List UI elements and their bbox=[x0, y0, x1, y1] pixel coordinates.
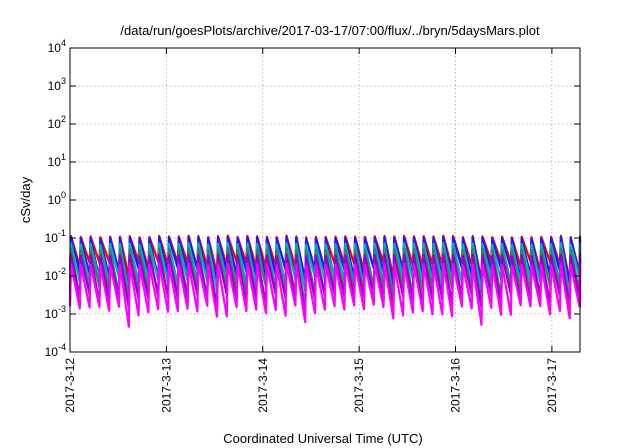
chart-title: /data/run/goesPlots/archive/2017-03-17/0… bbox=[120, 23, 540, 38]
x-tick-label: 2017-3-17 bbox=[545, 358, 559, 413]
y-tick-label: 101 bbox=[48, 152, 66, 169]
x-tick-label: 2017-3-15 bbox=[352, 358, 366, 413]
y-tick-label: 10-3 bbox=[45, 304, 66, 321]
x-tick-label: 2017-3-14 bbox=[256, 358, 270, 413]
series-line bbox=[68, 262, 582, 328]
y-axis-label: cSv/day bbox=[18, 176, 33, 223]
x-tick-label: 2017-3-12 bbox=[63, 358, 77, 413]
y-tick-label: 10-4 bbox=[45, 342, 66, 359]
y-tick-label: 10-2 bbox=[45, 266, 66, 283]
x-axis-label: Coordinated Universal Time (UTC) bbox=[223, 431, 422, 446]
x-tick-label: 2017-3-16 bbox=[449, 358, 463, 413]
ticks bbox=[69, 47, 580, 353]
y-tick-label: 100 bbox=[48, 190, 66, 207]
y-tick-labels: 10-4 10-3 10-2 10-1 100 101 102 103 104 bbox=[45, 38, 66, 359]
x-tick-labels: 2017-3-12 2017-3-13 2017-3-14 2017-3-15 2017… bbox=[63, 358, 559, 413]
y-tick-label: 104 bbox=[48, 38, 66, 55]
y-tick-label: 102 bbox=[48, 114, 66, 131]
series-layer bbox=[68, 234, 582, 328]
y-tick-label: 103 bbox=[48, 76, 66, 93]
y-tick-label: 10-1 bbox=[45, 228, 66, 245]
x-tick-label: 2017-3-13 bbox=[159, 358, 173, 413]
